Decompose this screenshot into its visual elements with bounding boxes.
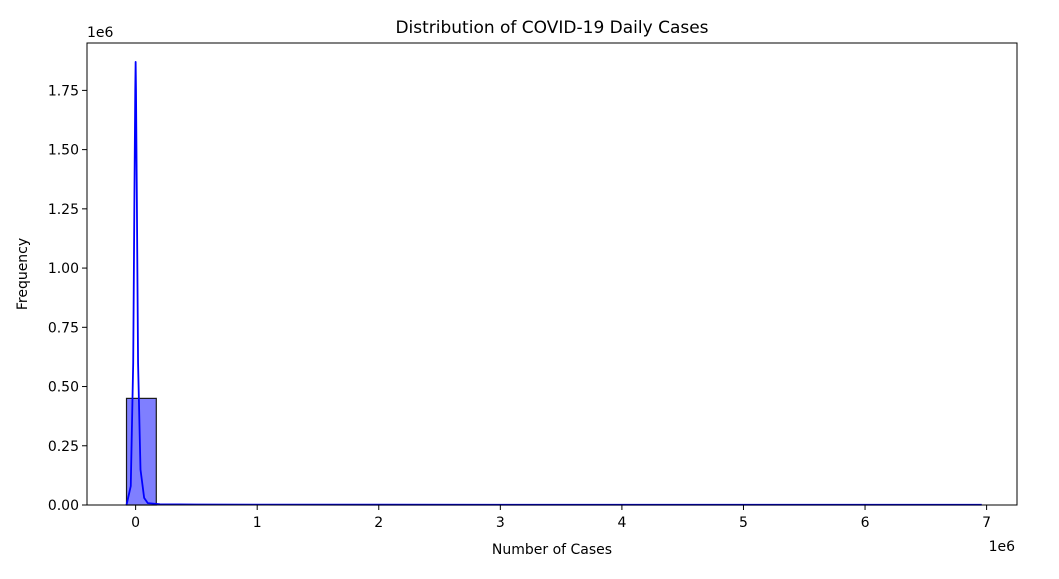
x-tick-label: 5 xyxy=(739,515,748,531)
x-tick-label: 4 xyxy=(617,515,626,531)
x-tick-label: 7 xyxy=(982,515,991,531)
y-axis-offset-text: 1e6 xyxy=(87,25,114,41)
plot-area xyxy=(125,61,982,506)
x-tick-label: 3 xyxy=(496,515,505,531)
x-tick-label: 0 xyxy=(131,515,140,531)
x-axis-label: Number of Cases xyxy=(492,542,612,558)
chart-title: Distribution of COVID-19 Daily Cases xyxy=(395,18,708,38)
y-tick-label: 1.25 xyxy=(48,202,79,218)
y-axis-label: Frequency xyxy=(15,238,31,310)
y-tick-label: 1.50 xyxy=(48,143,79,159)
y-tick-label: 1.75 xyxy=(48,83,79,99)
x-tick-label: 2 xyxy=(374,515,383,531)
y-tick-label: 0.00 xyxy=(48,498,79,514)
y-tick-label: 0.75 xyxy=(48,320,79,336)
y-axis-ticks: 0.00 0.25 0.50 0.75 1.00 1.25 1.50 1.75 xyxy=(48,83,87,514)
x-tick-label: 1 xyxy=(253,515,262,531)
y-tick-label: 0.50 xyxy=(48,380,79,396)
x-tick-label: 6 xyxy=(861,515,870,531)
y-tick-label: 1.00 xyxy=(48,261,79,277)
kde-line xyxy=(125,61,982,506)
x-axis-ticks: 0 1 2 3 4 5 6 7 xyxy=(131,505,991,531)
axes-frame xyxy=(86,42,1018,506)
y-tick-label: 0.25 xyxy=(48,439,79,455)
x-axis-offset-text: 1e6 xyxy=(989,539,1016,555)
